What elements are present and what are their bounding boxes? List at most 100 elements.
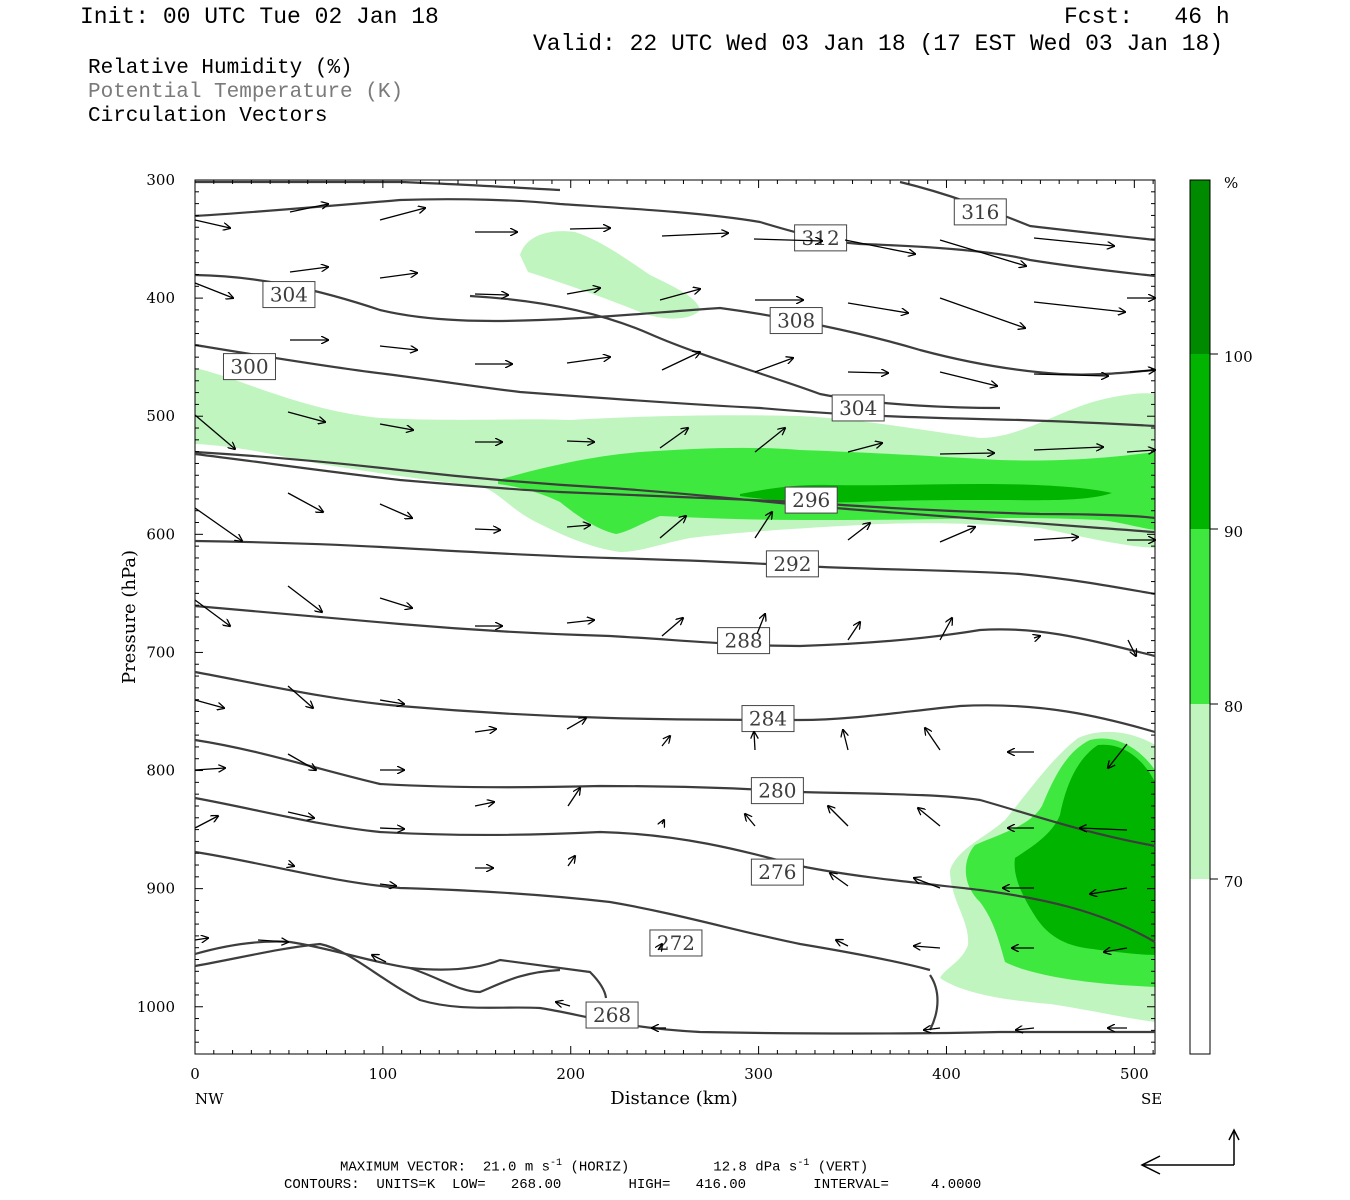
contour-308: [194, 273, 1156, 376]
rh-70-upper-patch: [520, 231, 700, 319]
humidity-shading: [195, 231, 1155, 1022]
vector: [194, 219, 230, 228]
vector: [847, 302, 908, 313]
contour-label-box: [222, 353, 276, 381]
vector: [1108, 743, 1128, 768]
contour-label: 276: [758, 860, 796, 884]
contour-label: 316: [961, 200, 999, 224]
vector: [1104, 948, 1128, 952]
y-tick-label: 400: [146, 289, 175, 307]
vector: [194, 414, 235, 449]
vector: [287, 411, 325, 422]
vector: [1126, 450, 1155, 452]
vector: [194, 768, 225, 770]
vector: [474, 802, 494, 806]
vector: [379, 346, 417, 350]
vector: [925, 728, 941, 751]
contour-label: 312: [802, 226, 840, 250]
contour-info-line: CONTOURS: UNITS=K LOW= 268.00 HIGH= 416.…: [284, 1177, 982, 1193]
vector: [847, 622, 860, 641]
vector: [379, 700, 404, 704]
vector: [194, 282, 233, 298]
vector: [379, 208, 425, 221]
contour-label: 308: [777, 309, 815, 333]
vector: [287, 685, 313, 708]
y-axis: 300 400 500 600 700 800 900 1000: [137, 171, 1155, 1043]
vector: [836, 940, 849, 946]
contour-312-a: [194, 198, 1156, 278]
vector: [756, 614, 765, 635]
vector: [379, 503, 412, 518]
vector: [1016, 1028, 1035, 1030]
x-tick-label: 500: [1120, 1065, 1149, 1083]
contour-label: 268: [593, 1003, 631, 1027]
vector: [847, 523, 870, 541]
forecast-hour: Fcst: 46 h: [1064, 4, 1230, 30]
max-vector-exp-2: -1: [797, 1158, 810, 1169]
vector: [567, 856, 575, 867]
contour-label-box: [784, 486, 838, 514]
vector: [661, 736, 670, 747]
colorbar-segment: [1190, 180, 1210, 354]
x-axis-left-label: NW: [195, 1090, 224, 1108]
vector: [939, 297, 1025, 328]
max-vector-line: MAXIMUM VECTOR: 21.0 m s-1 (HORIZ) 12.8 …: [340, 1158, 868, 1176]
vector: [754, 732, 755, 751]
contour-304: [194, 343, 1156, 428]
x-tick-label: 0: [190, 1065, 200, 1083]
vector: [939, 239, 1026, 266]
vector: [257, 940, 288, 942]
contour-label-box: [765, 550, 819, 578]
vector: [566, 288, 600, 295]
vector: [569, 228, 610, 229]
contour-label: 288: [724, 629, 762, 653]
vector: [288, 864, 294, 866]
colorbar-unit: %: [1224, 174, 1238, 192]
max-vector-prefix: MAXIMUM VECTOR: 21.0 m s: [340, 1159, 551, 1176]
contour-label-box: [262, 281, 316, 309]
x-axis: 0 100 200 300 400 500: [190, 180, 1154, 1083]
vector: [372, 955, 387, 963]
vector: [924, 1028, 941, 1030]
vector: [1129, 370, 1155, 372]
vector: [474, 529, 500, 530]
contour-284: [194, 670, 1156, 734]
potential-temperature-contours: [194, 180, 1156, 1035]
max-vector-suffix: (VERT): [809, 1159, 869, 1176]
x-axis-title: Distance (km): [610, 1088, 737, 1109]
vector: [753, 239, 822, 241]
y-tick-label: 300: [146, 171, 175, 189]
vector: [556, 1002, 571, 1006]
y-tick-label: 800: [146, 762, 175, 780]
vector: [289, 204, 328, 213]
contour-label-box: [585, 1001, 639, 1029]
y-tick-label: 700: [146, 643, 175, 661]
contour-292: [194, 539, 1156, 596]
vector: [847, 372, 888, 373]
contour-296: [194, 452, 1156, 520]
contour-label-box: [717, 627, 771, 655]
contour-label: 300: [230, 355, 268, 379]
vector: [661, 352, 700, 371]
vector: [379, 828, 404, 829]
vector: [661, 233, 728, 236]
vector: [1033, 374, 1108, 376]
vector: [939, 618, 952, 641]
vector: [566, 718, 586, 730]
vector: [1080, 828, 1128, 830]
vector: [754, 358, 793, 373]
vector: [379, 273, 417, 279]
contour-label-box: [953, 198, 1007, 226]
vector: [1033, 237, 1114, 246]
vector: [662, 820, 664, 824]
vector: [745, 814, 756, 827]
contour-304-b: [469, 294, 1001, 410]
reference-vector: [1140, 1128, 1240, 1175]
vector: [914, 946, 941, 948]
colorbar-label: 80: [1224, 698, 1243, 716]
vector: [379, 423, 413, 430]
vector: [566, 525, 590, 527]
contour-316-top: [195, 180, 561, 192]
x-tick-label: 200: [556, 1065, 585, 1083]
vector: [194, 699, 224, 708]
